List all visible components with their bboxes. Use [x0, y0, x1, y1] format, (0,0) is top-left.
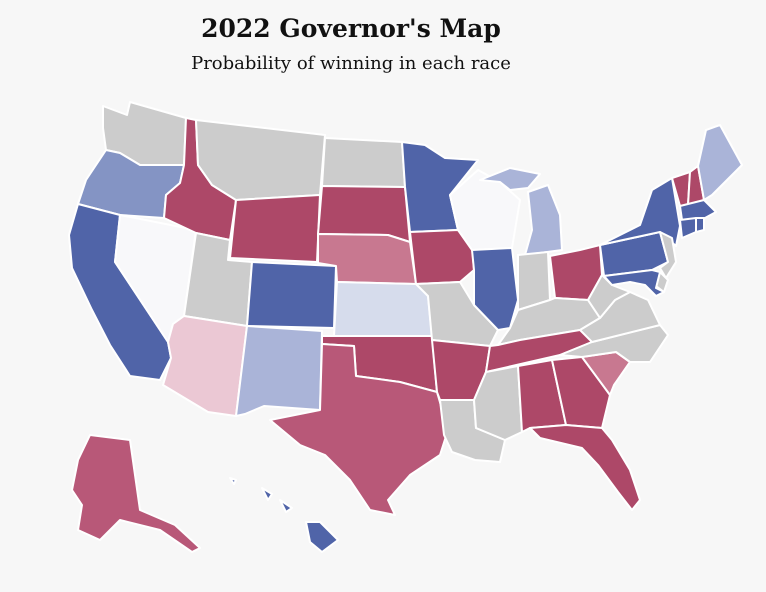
state-TX[interactable]	[269, 343, 449, 516]
state-MT[interactable]	[195, 119, 326, 201]
state-ME[interactable]	[697, 124, 743, 201]
state-CO[interactable]	[246, 261, 337, 329]
state-MD[interactable]	[603, 269, 665, 297]
state-KS[interactable]	[333, 281, 433, 337]
state-MO[interactable]	[415, 281, 499, 347]
state-FL[interactable]	[529, 424, 641, 511]
state-WY[interactable]	[229, 194, 321, 263]
state-ND[interactable]	[321, 137, 406, 188]
map-subtitle: Probability of winning in each race	[191, 53, 511, 74]
state-MA[interactable]	[679, 199, 717, 221]
state-CT[interactable]	[679, 217, 697, 239]
state-RI[interactable]	[695, 217, 705, 233]
state-MI[interactable]	[479, 167, 563, 256]
states-layer	[68, 101, 743, 553]
state-NM[interactable]	[235, 325, 323, 417]
state-IL[interactable]	[471, 247, 519, 331]
state-WI[interactable]	[449, 169, 521, 251]
map-title: 2022 Governor's Map	[201, 14, 501, 43]
state-HI[interactable]	[229, 477, 339, 553]
state-WV[interactable]	[587, 274, 631, 319]
state-AZ[interactable]	[162, 315, 248, 417]
state-AK[interactable]	[71, 434, 201, 553]
